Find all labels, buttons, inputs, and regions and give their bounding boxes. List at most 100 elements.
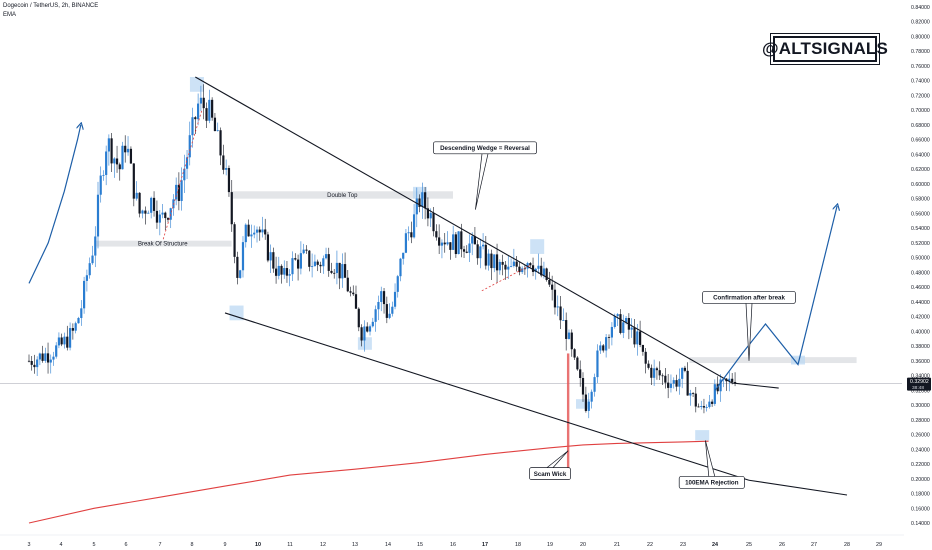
candle-body [593, 377, 596, 392]
candle-body [567, 332, 571, 339]
candle-body [719, 379, 722, 392]
candle-body [352, 292, 355, 295]
candle-body [129, 148, 133, 164]
trendline [195, 76, 733, 384]
touch-highlight [576, 399, 590, 409]
candle-body [462, 249, 466, 252]
candle-body [694, 393, 697, 407]
candle-body [288, 274, 291, 276]
candle-body [324, 254, 328, 259]
price-tick-label: 0.22000 [911, 462, 930, 468]
candle-body [449, 242, 452, 250]
candle-body [164, 212, 167, 219]
candle-body [377, 301, 380, 310]
candle-body [255, 229, 259, 233]
candle-body [266, 234, 270, 261]
candle-body [576, 357, 579, 370]
candle-body [230, 192, 233, 225]
candle-body [596, 350, 599, 378]
candle-body [537, 265, 540, 269]
candle-body [613, 316, 616, 327]
candle-body [161, 212, 164, 215]
candle-body [471, 236, 474, 244]
time-tick-label: 8 [191, 542, 194, 548]
zone-label: Double Top [327, 193, 358, 199]
candle-body [661, 375, 664, 377]
candle-body [107, 138, 110, 152]
candle-body [177, 184, 180, 201]
candle-body [452, 234, 455, 250]
price-tick-label: 0.68000 [911, 123, 930, 129]
candle-body [239, 270, 242, 278]
candle-body [80, 308, 83, 319]
candle-body [113, 158, 116, 164]
time-tick-label: 28 [844, 542, 850, 548]
candle-body [322, 258, 325, 267]
candle-body [424, 192, 427, 209]
price-tick-label: 0.30000 [911, 403, 930, 409]
candle-body [299, 253, 302, 269]
candle-body [55, 345, 58, 357]
zone-box [689, 357, 857, 364]
candle-body [169, 208, 172, 220]
chart-header: Dogecoin / TetherUS, 2h, BINANCE EMA [3, 2, 98, 20]
candle-body [191, 117, 194, 136]
candle-body [553, 289, 557, 308]
price-tick-label: 0.44000 [911, 300, 930, 306]
symbol-title[interactable]: Dogecoin / TetherUS, 2h, BINANCE [3, 3, 99, 9]
current-price-tag [907, 377, 931, 391]
candle-body [534, 268, 537, 272]
candle-body [672, 380, 675, 384]
candle-body [457, 231, 460, 255]
candle-body [338, 262, 341, 279]
indicator-label[interactable]: EMA [3, 12, 17, 18]
candle-body [250, 234, 253, 237]
candle-body [504, 264, 507, 270]
candle-body [587, 401, 590, 411]
zone-box [94, 240, 232, 247]
candle-body [633, 327, 636, 345]
callout-text: 100EMA Rejection [685, 480, 739, 487]
time-tick-label: 26 [779, 542, 785, 548]
candle-body [285, 268, 289, 276]
candle-body [94, 236, 97, 256]
candle-body [102, 174, 105, 176]
candle-body [700, 406, 703, 408]
candle-body [495, 254, 499, 271]
candle-body [418, 198, 421, 207]
candle-body [202, 97, 205, 109]
time-axis: 3 4 5 6 7 8 9 10 11 12 13 14 15 16 17 18 19 20 21 22 23 24 25 2… [0, 534, 904, 548]
time-tick-label: 12 [320, 542, 326, 548]
candle-body [63, 336, 66, 345]
touch-highlight [530, 239, 545, 254]
time-tick-label: 19 [547, 542, 553, 548]
candle-body [158, 214, 161, 223]
candle-body [121, 145, 124, 170]
candle-body [147, 212, 150, 214]
callout-box [529, 467, 571, 480]
candle-body [302, 249, 305, 254]
candle-body [644, 351, 647, 364]
candle-body [96, 194, 100, 237]
candle-body [599, 345, 602, 351]
candle-body [669, 383, 673, 388]
candle-body [227, 168, 231, 193]
zone-layer: Break Of Structure Double Top [94, 77, 857, 441]
callout-pointer [745, 303, 753, 361]
candle-body [46, 353, 50, 363]
trendline [224, 312, 750, 481]
time-tick-label: 13 [352, 542, 358, 548]
time-tick-label: 17 [482, 542, 488, 548]
candle-body [509, 265, 513, 267]
candle-body [269, 252, 272, 261]
candle-body [311, 266, 314, 267]
candle-body [132, 163, 135, 199]
candle-body [105, 151, 108, 175]
candle-body [135, 192, 138, 199]
candle-body [529, 263, 532, 266]
callout-box [433, 141, 537, 155]
current-price-value: 0.32902 [910, 379, 929, 385]
price-tick-label: 0.40000 [911, 329, 930, 335]
candle-body [335, 262, 339, 274]
